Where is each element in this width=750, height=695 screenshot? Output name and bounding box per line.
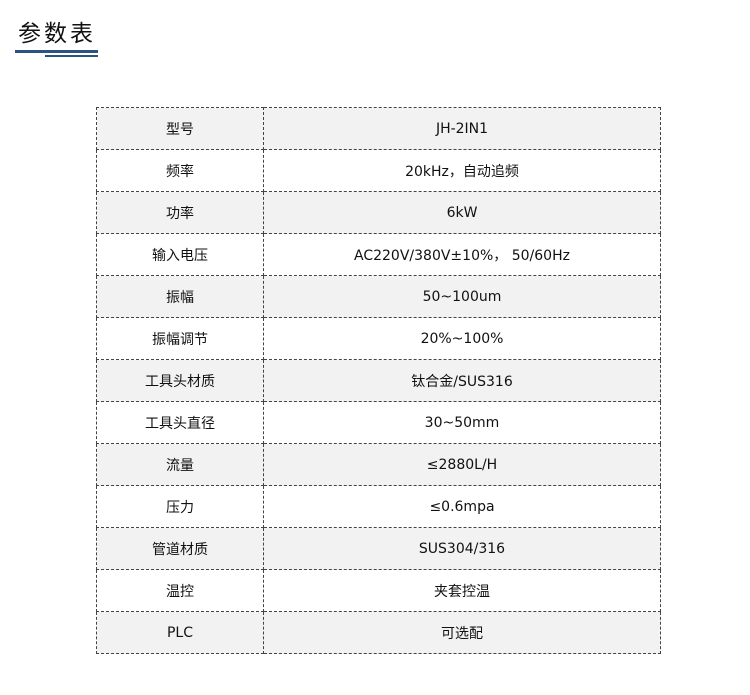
table-row: 振幅 50~100um bbox=[96, 275, 661, 318]
table-row: 频率 20kHz，自动追频 bbox=[96, 149, 661, 192]
param-label: PLC bbox=[96, 611, 264, 654]
param-label: 振幅 bbox=[96, 275, 264, 318]
table-row: 振幅调节 20%~100% bbox=[96, 317, 661, 360]
table-row: 流量 ≤2880L/H bbox=[96, 443, 661, 486]
param-value: 钛合金/SUS316 bbox=[263, 359, 661, 402]
param-label: 工具头材质 bbox=[96, 359, 264, 402]
title-underline-secondary bbox=[45, 55, 98, 57]
param-label: 管道材质 bbox=[96, 527, 264, 570]
param-value: 50~100um bbox=[263, 275, 661, 318]
table-row: 型号 JH-2IN1 bbox=[96, 107, 661, 150]
table-row: 压力 ≤0.6mpa bbox=[96, 485, 661, 528]
param-label: 流量 bbox=[96, 443, 264, 486]
param-label: 温控 bbox=[96, 569, 264, 612]
param-value: 夹套控温 bbox=[263, 569, 661, 612]
table-row: 温控 夹套控温 bbox=[96, 569, 661, 612]
param-value: ≤0.6mpa bbox=[263, 485, 661, 528]
param-value: 30~50mm bbox=[263, 401, 661, 444]
title-underline bbox=[15, 50, 98, 53]
table-row: 工具头材质 钛合金/SUS316 bbox=[96, 359, 661, 402]
table-row: 输入电压 AC220V/380V±10%， 50/60Hz bbox=[96, 233, 661, 276]
parameter-table: 型号 JH-2IN1 频率 20kHz，自动追频 功率 6kW 输入电压 AC220V/380… bbox=[96, 107, 661, 654]
param-value: 20kHz，自动追频 bbox=[263, 149, 661, 192]
param-value: AC220V/380V±10%， 50/60Hz bbox=[263, 233, 661, 276]
param-label: 功率 bbox=[96, 191, 264, 234]
table-row: 工具头直径 30~50mm bbox=[96, 401, 661, 444]
param-value: ≤2880L/H bbox=[263, 443, 661, 486]
param-label: 工具头直径 bbox=[96, 401, 264, 444]
param-label: 振幅调节 bbox=[96, 317, 264, 360]
param-value: JH-2IN1 bbox=[263, 107, 661, 150]
table-row: PLC 可选配 bbox=[96, 611, 661, 654]
table-row: 管道材质 SUS304/316 bbox=[96, 527, 661, 570]
param-value: 20%~100% bbox=[263, 317, 661, 360]
param-value: 6kW bbox=[263, 191, 661, 234]
page-title: 参数表 bbox=[18, 21, 96, 47]
param-label: 频率 bbox=[96, 149, 264, 192]
param-label: 输入电压 bbox=[96, 233, 264, 276]
param-value: SUS304/316 bbox=[263, 527, 661, 570]
param-value: 可选配 bbox=[263, 611, 661, 654]
table-row: 功率 6kW bbox=[96, 191, 661, 234]
param-label: 压力 bbox=[96, 485, 264, 528]
param-label: 型号 bbox=[96, 107, 264, 150]
